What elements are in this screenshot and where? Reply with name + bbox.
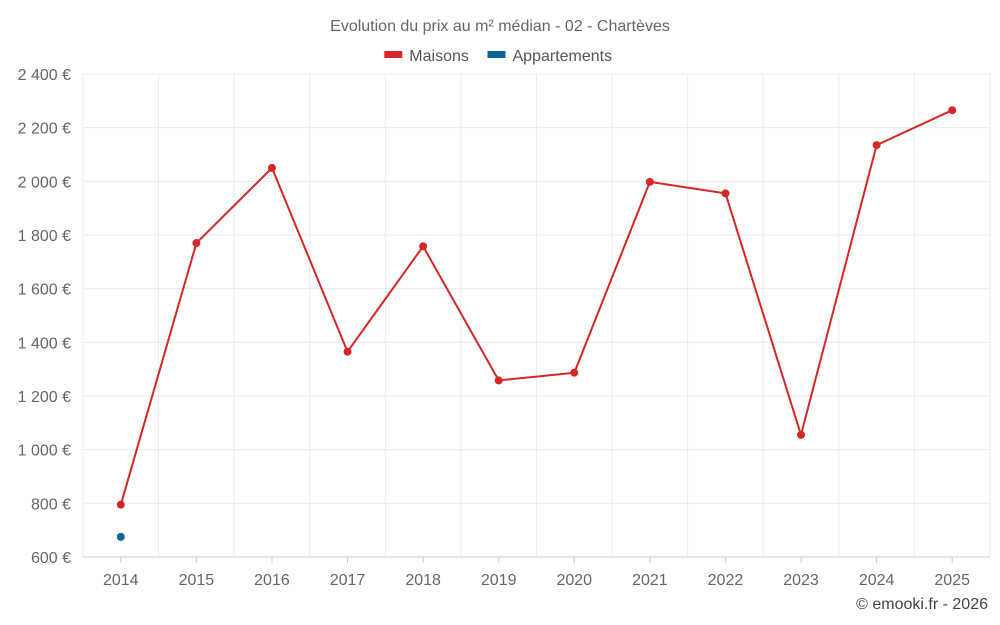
legend-label: Maisons [409,48,469,65]
data-point[interactable] [494,376,503,385]
legend-item[interactable]: Appartements [487,48,613,65]
data-point[interactable] [948,106,957,115]
data-point[interactable] [645,177,654,186]
x-tick-label: 2024 [859,572,895,589]
x-tick-label: 2016 [254,572,290,589]
grid [82,73,991,557]
x-tick-label: 2023 [783,572,819,589]
x-tick-label: 2021 [632,572,668,589]
x-tick-label: 2025 [934,572,970,589]
legend: Maisons Appartements [384,48,612,65]
x-tick-label: 2014 [103,572,139,589]
y-tick-label: 1 600 € [18,282,71,299]
series-layer [116,106,957,541]
legend-swatch [384,51,403,58]
y-tick-label: 1 200 € [18,389,71,406]
data-point[interactable] [797,430,806,439]
data-point[interactable] [872,141,881,150]
copyright-text: © emooki.fr - 2026 [856,596,988,613]
y-tick-label: 1 000 € [18,443,71,460]
data-point[interactable] [192,239,201,248]
y-tick-label: 1 400 € [18,335,71,352]
data-point[interactable] [267,163,276,172]
series-line-0 [119,109,953,505]
x-tick-label: 2019 [481,572,517,589]
y-tick-label: 600 € [31,550,71,567]
data-point[interactable] [116,532,125,541]
data-point[interactable] [419,242,428,251]
data-point[interactable] [343,347,352,356]
axes: 600 € 800 € 1 000 € 1 200 € 1 400 € 1 600 € 1 … [18,67,990,589]
legend-label: Appartements [513,48,613,65]
y-tick-label: 2 400 € [18,67,71,84]
chart-title: Evolution du prix au m² médian - 02 - Ch… [330,18,670,35]
x-tick-label: 2022 [708,572,744,589]
y-tick-label: 2 000 € [18,174,71,191]
data-point[interactable] [721,189,730,198]
x-tick-label: 2020 [556,572,592,589]
y-tick-label: 1 800 € [18,228,71,245]
legend-item[interactable]: Maisons [384,48,469,65]
x-tick-label: 2017 [330,572,366,589]
data-point[interactable] [570,368,579,377]
y-tick-label: 800 € [31,496,71,513]
x-tick-label: 2018 [405,572,441,589]
legend-swatch [487,51,506,58]
x-tick-label: 2015 [179,572,215,589]
data-point[interactable] [116,500,125,509]
y-tick-label: 2 200 € [18,121,71,138]
